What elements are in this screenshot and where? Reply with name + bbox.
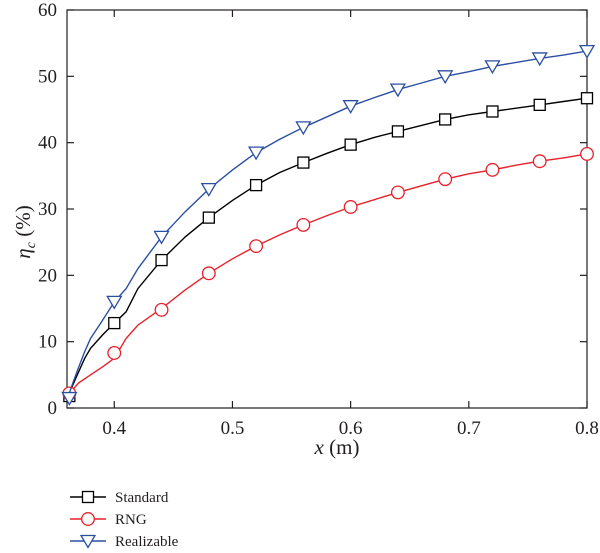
data-point-realizable: [247, 146, 265, 161]
x-tick-label: 0.4: [102, 418, 126, 439]
data-point-standard: [202, 211, 215, 224]
legend-item-realizable: Realizable: [70, 534, 179, 550]
data-point-realizable: [295, 121, 312, 136]
data-point-standard: [439, 113, 452, 126]
legend-item-standard: Standard: [70, 490, 169, 506]
data-point-realizable: [200, 182, 217, 197]
data-point-standard: [533, 98, 546, 112]
data-point-realizable: [342, 100, 359, 114]
legend: Standard RNG Realizable: [70, 490, 179, 550]
data-point-standard: [391, 125, 405, 138]
data-point-rng: [154, 302, 169, 317]
series-line-rng: [66, 153, 588, 399]
data-point-rng: [532, 154, 547, 169]
plot-frame: [66, 9, 588, 409]
data-point-realizable: [153, 230, 170, 245]
x-tick-label: 0.6: [339, 418, 363, 439]
legend-label: RNG: [115, 512, 147, 528]
series-realizable: [61, 44, 596, 406]
legend-swatch-marker: [81, 512, 95, 526]
series-standard: [63, 92, 594, 403]
data-point-realizable: [437, 70, 454, 85]
legend-label: Realizable: [115, 534, 179, 550]
y-tick-label: 40: [38, 133, 57, 154]
data-point-standard: [249, 178, 263, 192]
axis-ticks: 0.4 0.5 0.6 0.7 0.8 0 10 20 30 40 50 60: [38, 0, 599, 439]
legend-item-rng: RNG: [70, 512, 147, 528]
data-point-rng: [249, 239, 264, 254]
y-tick-label: 50: [38, 66, 57, 87]
data-point-standard: [580, 92, 594, 105]
data-point-standard: [486, 105, 499, 118]
data-point-rng: [296, 217, 311, 232]
data-point-realizable: [531, 52, 548, 67]
legend-label: Standard: [115, 490, 169, 506]
y-axis-title: ηc (%): [11, 205, 39, 258]
legend-swatch-marker: [81, 490, 95, 504]
y-tick-label: 20: [38, 265, 57, 286]
x-tick-label: 0.8: [575, 418, 599, 439]
series-rng: [62, 146, 594, 401]
data-point-rng: [107, 345, 122, 360]
data-point-standard: [344, 138, 357, 151]
data-point-rng: [580, 146, 594, 161]
y-tick-label: 0: [48, 398, 58, 419]
data-point-rng: [201, 266, 216, 281]
x-axis-title: x (m): [314, 435, 360, 459]
y-tick-label: 60: [38, 0, 57, 21]
data-point-standard: [155, 253, 168, 267]
series-group: [61, 44, 596, 406]
x-tick-label: 0.7: [457, 418, 481, 439]
data-point-standard: [297, 156, 310, 169]
series-line-standard: [66, 97, 588, 399]
plot-area: [66, 9, 588, 409]
y-tick-label: 30: [38, 199, 57, 220]
data-point-rng: [390, 185, 405, 200]
series-line-realizable: [66, 50, 588, 401]
data-point-realizable: [61, 391, 78, 406]
x-tick-label: 0.5: [221, 418, 245, 439]
data-point-rng: [438, 172, 453, 187]
data-point-realizable: [106, 295, 123, 310]
y-tick-label: 10: [38, 332, 57, 353]
legend-swatch-marker: [79, 534, 97, 549]
data-point-rng: [343, 200, 358, 214]
data-point-standard: [108, 316, 121, 330]
data-point-realizable: [389, 83, 407, 98]
data-point-realizable: [484, 60, 501, 75]
data-point-realizable: [578, 44, 596, 59]
data-point-rng: [485, 162, 500, 177]
